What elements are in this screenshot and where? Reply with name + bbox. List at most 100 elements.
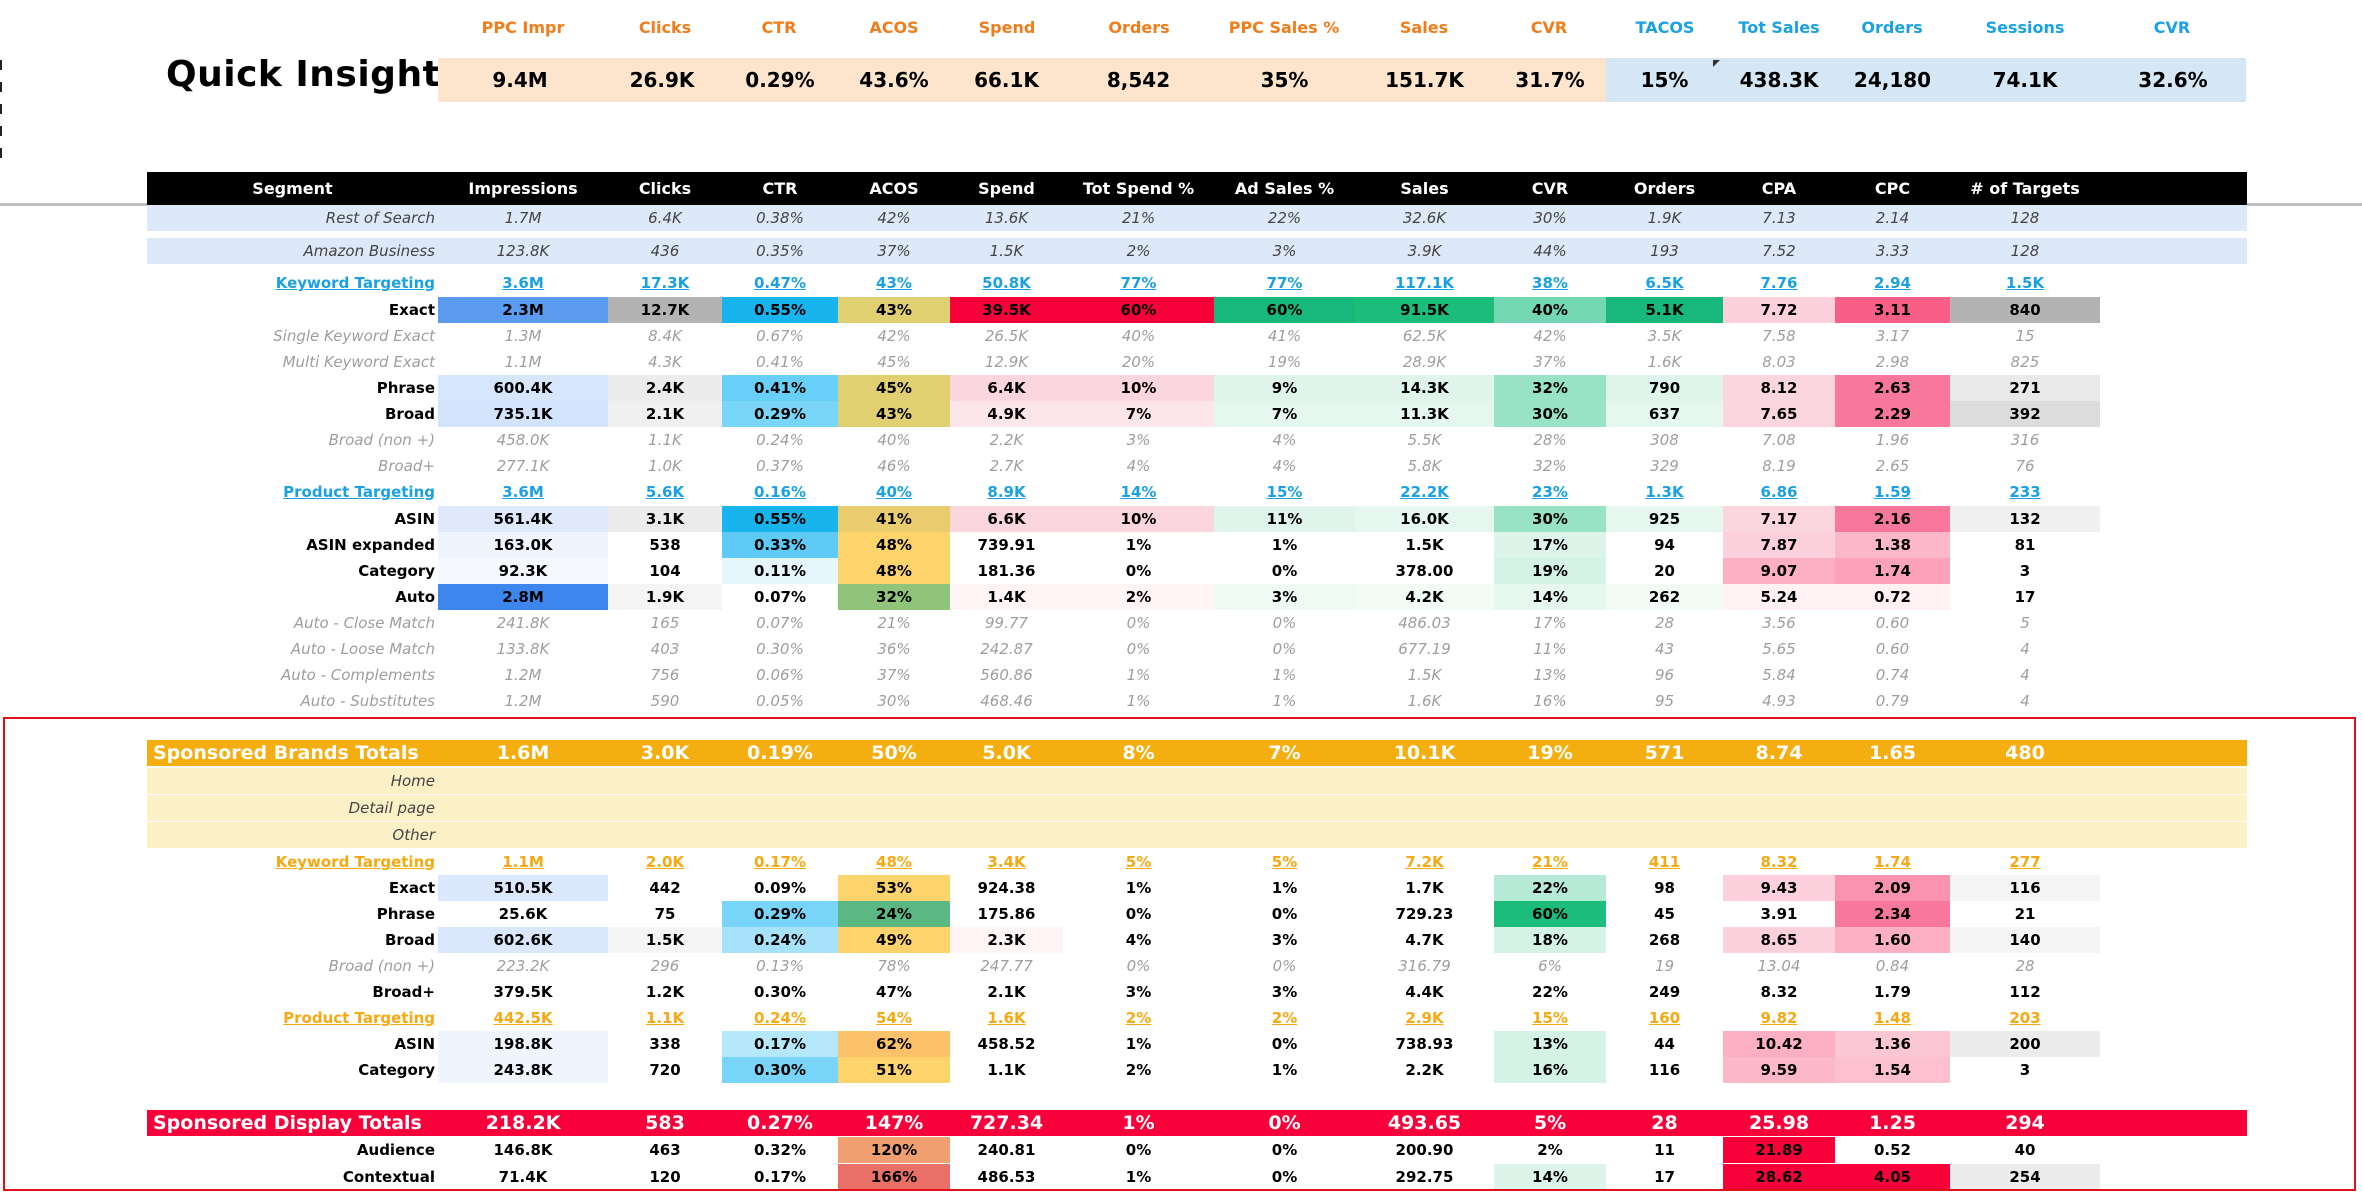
- cell-sales[interactable]: 2.9K: [1405, 1009, 1444, 1027]
- cell-orders[interactable]: 1.3K: [1645, 483, 1684, 501]
- cell-cpc: 0.72: [1835, 584, 1950, 610]
- cell-ad-sales-[interactable]: 5%: [1271, 853, 1298, 871]
- cell-sales: 729.23: [1395, 905, 1454, 923]
- cell--of-targets[interactable]: 203: [2009, 1009, 2041, 1027]
- cell-impressions[interactable]: 442.5K: [493, 1009, 553, 1027]
- cell-clicks: 1.9K: [608, 584, 722, 610]
- table-row[interactable]: Product Targeting 442.5K 1.1K 0.24% 54% 1.6K 2…: [147, 1005, 2247, 1031]
- cell--of-targets[interactable]: 1.5K: [2005, 274, 2045, 292]
- cell-orders[interactable]: 411: [1648, 853, 1681, 871]
- cell-cpa[interactable]: 8.32: [1760, 853, 1798, 871]
- cell--of-targets: 116: [1950, 875, 2100, 901]
- cell-cvr: 13%: [1533, 666, 1567, 684]
- cell-impressions[interactable]: 3.6M: [502, 483, 544, 501]
- cell-clicks[interactable]: 17.3K: [640, 274, 690, 292]
- cell-cpc[interactable]: 1.48: [1873, 1009, 1911, 1027]
- cell-cvr[interactable]: 15%: [1532, 1009, 1568, 1027]
- cell-clicks: 2.1K: [608, 401, 722, 427]
- segment-label[interactable]: Product Targeting: [283, 483, 435, 501]
- table-row: ASIN 198.8K 338 0.17% 62% 458.52 1% 0% 738.93 13%…: [147, 1031, 2247, 1057]
- cell-cvr[interactable]: 23%: [1532, 483, 1568, 501]
- cell-acos: 45%: [877, 353, 911, 371]
- cell-clicks: 583: [645, 1112, 685, 1134]
- cell-orders: 3.5K: [1647, 327, 1682, 345]
- cell-sales[interactable]: 7.2K: [1405, 853, 1444, 871]
- cell-acos[interactable]: 48%: [876, 853, 912, 871]
- cell--of-targets[interactable]: 277: [2009, 853, 2041, 871]
- segment-label[interactable]: Keyword Targeting: [275, 853, 435, 871]
- header-cvr: CVR: [1531, 179, 1569, 198]
- cell-clicks[interactable]: 5.6K: [645, 483, 685, 501]
- cell--of-targets: 15: [2015, 327, 2035, 345]
- qi-header-ppc-impr: PPC Impr: [481, 18, 565, 37]
- cell-spend[interactable]: 50.8K: [982, 274, 1031, 292]
- cell-acos: 53%: [838, 875, 950, 901]
- cell-orders[interactable]: 6.5K: [1645, 274, 1684, 292]
- cell-cpa[interactable]: 7.76: [1760, 274, 1798, 292]
- cell-cpa: 3.56: [1762, 614, 1796, 632]
- cell-clicks[interactable]: 2.0K: [645, 853, 685, 871]
- cell-ad-sales-[interactable]: 77%: [1266, 274, 1303, 292]
- cell-cpc[interactable]: 1.59: [1873, 483, 1911, 501]
- cell--of-targets[interactable]: 233: [2009, 483, 2041, 501]
- cell-spend: 468.46: [980, 692, 1033, 710]
- cell-ctr: 0.17%: [753, 1168, 807, 1186]
- cell-ctr[interactable]: 0.17%: [753, 853, 807, 871]
- segment-label[interactable]: Product Targeting: [283, 1009, 435, 1027]
- cell-cvr: 37%: [1533, 353, 1567, 371]
- cell-cpa[interactable]: 9.82: [1760, 1009, 1798, 1027]
- qi-value-sessions: 74.1K: [1950, 58, 2100, 102]
- cell-cpc[interactable]: 2.94: [1873, 274, 1911, 292]
- cell-clicks: 538: [649, 536, 681, 554]
- cell-cpc: 2.16: [1835, 506, 1950, 532]
- cell-cpc: 2.63: [1835, 375, 1950, 401]
- cell-ctr[interactable]: 0.16%: [753, 483, 807, 501]
- cell-cvr[interactable]: 38%: [1532, 274, 1568, 292]
- cell-impressions: 1.1M: [504, 353, 542, 371]
- cell-impressions[interactable]: 3.6M: [502, 274, 544, 292]
- cell-orders[interactable]: 160: [1648, 1009, 1681, 1027]
- cell-ctr[interactable]: 0.24%: [753, 1009, 807, 1027]
- cell-acos[interactable]: 54%: [876, 1009, 912, 1027]
- cell-cvr[interactable]: 21%: [1532, 853, 1568, 871]
- cell-impressions[interactable]: 1.1M: [502, 853, 544, 871]
- cell-spend[interactable]: 8.9K: [987, 483, 1026, 501]
- cell-cvr: 28%: [1533, 431, 1567, 449]
- cell-cpc[interactable]: 1.74: [1873, 853, 1911, 871]
- cell-cpa[interactable]: 6.86: [1760, 483, 1798, 501]
- cell-cpc: 1.74: [1835, 558, 1950, 584]
- cell-tot-spend-[interactable]: 77%: [1120, 274, 1157, 292]
- cell-acos[interactable]: 40%: [876, 483, 912, 501]
- cell-clicks[interactable]: 1.1K: [645, 1009, 685, 1027]
- table-row[interactable]: Product Targeting 3.6M 5.6K 0.16% 40% 8.9K 14%…: [147, 479, 2247, 505]
- cell-acos[interactable]: 43%: [876, 274, 912, 292]
- cell-impressions: 1.7M: [504, 209, 542, 227]
- cell-sales[interactable]: 22.2K: [1400, 483, 1449, 501]
- segment-label[interactable]: Keyword Targeting: [275, 274, 435, 292]
- cell-tot-spend-[interactable]: 5%: [1125, 853, 1152, 871]
- cell-ad-sales-: 3%: [1272, 242, 1297, 260]
- cell-sales: 91.5K: [1355, 297, 1494, 323]
- cell-tot-spend-[interactable]: 14%: [1120, 483, 1157, 501]
- table-row: Broad 735.1K 2.1K 0.29% 43% 4.9K 7% 7% 11.3K 30% 6…: [147, 401, 2247, 427]
- cell-ad-sales-[interactable]: 2%: [1271, 1009, 1298, 1027]
- cell-spend[interactable]: 1.6K: [987, 1009, 1026, 1027]
- cell-spend[interactable]: 3.4K: [987, 853, 1026, 871]
- segment-label: Detail page: [348, 799, 435, 817]
- cell-impressions: 241.8K: [496, 614, 550, 632]
- qi-header-ctr: CTR: [761, 18, 797, 37]
- cell-ctr[interactable]: 0.47%: [753, 274, 807, 292]
- table-row[interactable]: Keyword Targeting 1.1M 2.0K 0.17% 48% 3.4K 5% 5…: [147, 849, 2247, 875]
- cell-ad-sales-[interactable]: 15%: [1266, 483, 1303, 501]
- cell-ad-sales-: 0%: [1271, 1141, 1298, 1159]
- segment-label: Sponsored Display Totals: [153, 1112, 422, 1134]
- cell-spend: 1.5K: [989, 242, 1024, 260]
- table-row[interactable]: Keyword Targeting 3.6M 17.3K 0.47% 43% 50.8K 7…: [147, 270, 2247, 296]
- cell-sales[interactable]: 117.1K: [1394, 274, 1455, 292]
- qi-header-sessions: Sessions: [1985, 18, 2065, 37]
- qi-value-ctr: 0.29%: [722, 58, 838, 102]
- cell-orders: 925: [1606, 506, 1723, 532]
- table-row: ASIN expanded 163.0K 538 0.33% 48% 739.91 1% 1%…: [147, 532, 2247, 558]
- cell-tot-spend-[interactable]: 2%: [1125, 1009, 1152, 1027]
- cell-spend: 2.2K: [989, 431, 1024, 449]
